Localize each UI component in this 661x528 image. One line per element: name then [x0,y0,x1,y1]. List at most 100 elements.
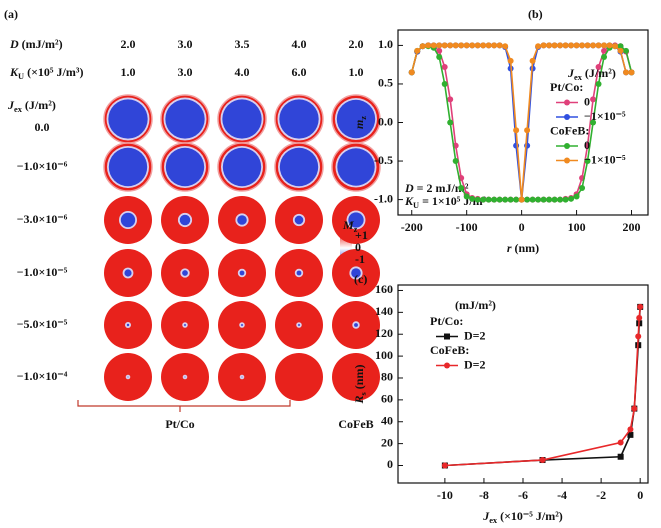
skyrmion-image [332,301,380,349]
skyrmion-image [161,353,209,401]
x-tick-label: -4 [557,488,567,502]
y-tick-label: 140 [375,304,393,318]
legend-label: 0 [584,94,590,108]
marker [564,99,570,106]
core [279,147,319,187]
skyrmion-image [274,142,324,192]
row-label: KU (×10⁵ J/m³) [9,65,83,81]
core [296,270,302,276]
marker [617,43,624,50]
core [348,212,364,228]
marker [628,69,635,76]
marker [452,158,459,165]
legend-group: CoFeB: [550,123,589,137]
x-axis-label-sub: ex [489,516,498,525]
marker [535,196,542,203]
marker [452,42,459,49]
core [179,214,191,226]
core [298,324,300,326]
marker [557,196,564,203]
y-tick-label: 20 [381,435,393,449]
skyrmion-image [160,142,210,192]
skyrmion-image [218,301,266,349]
x-tick-label: -8 [479,488,489,502]
annotation-main: D [404,181,414,195]
skyrmion-image [104,196,152,244]
marker [513,127,520,134]
core [294,215,304,225]
x-axis-label-main: r [507,241,512,255]
core [336,99,376,139]
core [108,147,148,187]
row-label-main: J [7,98,15,112]
marker [562,42,569,49]
marker [631,405,638,412]
marker [444,362,450,369]
legend-group: Pt/Co: [550,80,583,94]
marker [444,333,450,340]
legend-label: D=2 [464,328,486,342]
marker [419,43,426,50]
y-tick-label: -0.5 [374,153,393,167]
row-label-rest: (J/m²) [22,98,56,112]
marker [539,457,546,464]
y-axis-label: mz [352,116,368,129]
skyrmion-image [218,196,266,244]
skyrmion-image [218,249,266,297]
marker [601,42,608,49]
marker [463,42,470,49]
marker [529,196,536,203]
marker [557,42,564,49]
legend-label: −1×10⁻⁵ [584,109,626,123]
x-tick-label: 200 [623,220,641,234]
marker [617,453,624,460]
marker [573,42,580,49]
marker [447,42,454,49]
marker [595,80,602,87]
group-bracket [77,400,291,412]
colorbar-label: Mz [342,218,358,234]
marker [469,195,476,202]
legend-title: Jex (J/m²) [567,66,616,82]
skyrmion-image [331,94,381,144]
row-label: D (mJ/m²) [9,37,63,51]
marker [551,196,558,203]
marker [623,47,630,54]
skyrmion-image [104,353,152,401]
marker [612,43,619,50]
x-tick-label: 0 [519,220,525,234]
legend-label: 0 [584,138,590,152]
panel-label: (b) [528,7,543,21]
column-value: 6.0 [292,65,307,79]
annotation: D = 2 mJ/m² [404,181,469,195]
legend-group: CoFeB: [430,343,469,357]
colorbar-label-sub: z [354,225,358,234]
marker [474,196,481,203]
marker [441,80,448,87]
row-label-main: K [9,65,19,79]
x-tick-label: -2 [596,488,606,502]
core [184,324,186,326]
row-label-rest: (×10⁵ J/m³) [24,65,83,79]
marker [584,158,591,165]
marker [529,57,536,64]
legend-label: −1×10⁻⁵ [584,152,626,166]
marker [627,431,634,438]
marker [635,333,642,340]
marker [601,47,608,54]
row-value: −1.0×10⁻⁵ [17,265,68,279]
core [237,215,247,225]
marker [564,157,570,164]
y-axis-label-main: m [352,120,366,129]
marker [496,42,503,49]
skyrmion-image [275,196,323,244]
skyrmion-image [104,249,152,297]
marker [562,196,569,203]
core [127,376,129,378]
y-tick-label: 0.0 [378,114,393,128]
core [165,99,205,139]
marker [491,42,498,49]
core [239,270,245,276]
marker [425,42,432,49]
group-label: CoFeB [338,417,373,431]
